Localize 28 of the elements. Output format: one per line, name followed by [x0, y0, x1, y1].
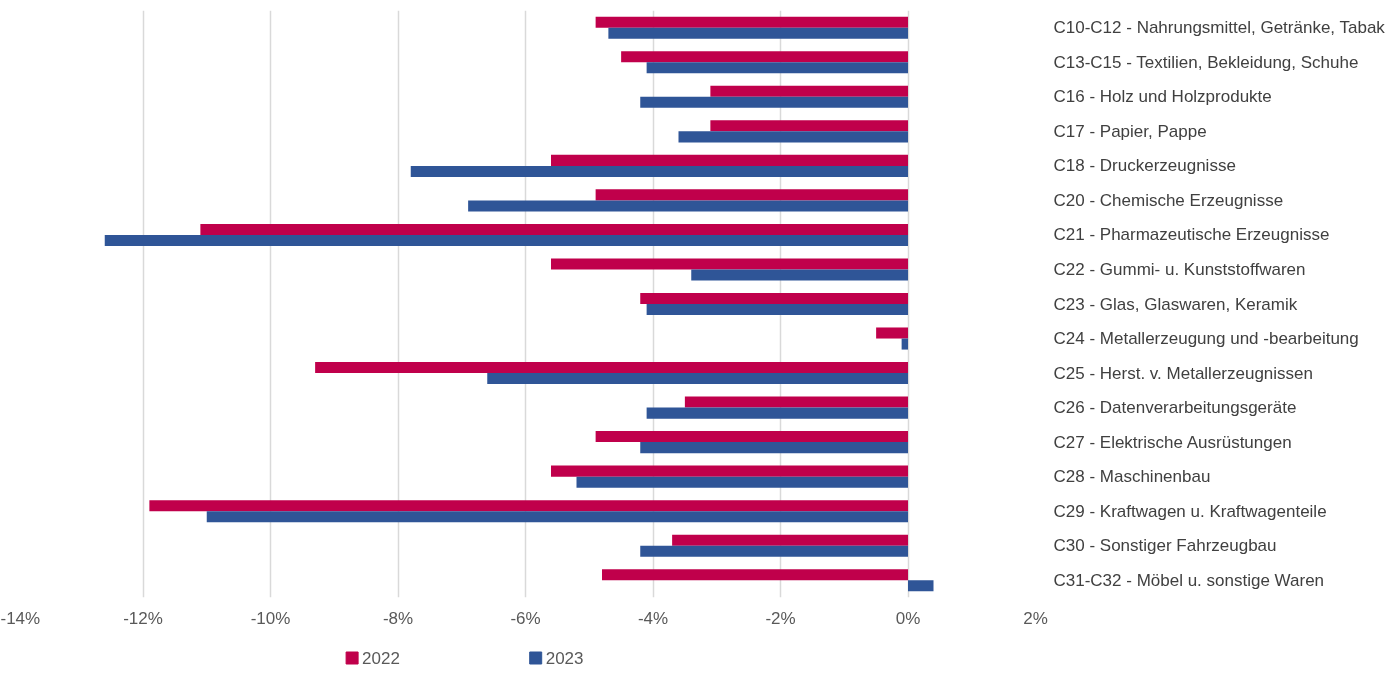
- x-tick-label: -4%: [637, 608, 669, 628]
- x-tick-label: -2%: [765, 608, 796, 628]
- x-tick-label: -12%: [123, 608, 163, 628]
- y-tick-label: C24 - Metallerzeugung und -bearbeitung: [1053, 329, 1359, 349]
- x-tick-label: -14%: [0, 608, 41, 628]
- y-tick-label: C13-C15 - Textilien, Bekleidung, Schuhe: [1053, 52, 1359, 72]
- x-tick-label: 0%: [895, 608, 921, 628]
- x-tick-label: -6%: [510, 608, 541, 628]
- y-tick-label: C21 - Pharmazeutische Erzeugnisse: [1053, 225, 1330, 245]
- y-tick-label: C30 - Sonstiger Fahrzeugbau: [1053, 536, 1277, 556]
- y-tick-label: C22 - Gummi- u. Kunststoffwaren: [1053, 259, 1306, 279]
- y-tick-label: C31-C32 - Möbel u. sonstige Waren: [1053, 570, 1325, 590]
- y-tick-label: C27 - Elektrische Ausrüstungen: [1053, 432, 1292, 452]
- x-tick-label: -10%: [250, 608, 291, 628]
- y-tick-label: C23 - Glas, Glaswaren, Keramik: [1053, 294, 1298, 314]
- x-tick-label: 2%: [1023, 608, 1048, 628]
- y-tick-label: C18 - Druckerzeugnisse: [1053, 156, 1236, 176]
- y-tick-label: C26 - Datenverarbeitungsgeräte: [1053, 398, 1297, 418]
- legend-label: 2022: [362, 649, 400, 668]
- y-tick-label: C17 - Papier, Pappe: [1053, 121, 1207, 141]
- y-tick-label: C28 - Maschinenbau: [1053, 467, 1211, 487]
- legend-label: 2023: [545, 649, 584, 668]
- y-tick-label: C20 - Chemische Erzeugnisse: [1053, 190, 1284, 210]
- y-tick-label: C16 - Holz und Holzprodukte: [1053, 87, 1272, 107]
- x-tick-label: -8%: [382, 608, 414, 628]
- y-tick-label: C25 - Herst. v. Metallerzeugnissen: [1053, 363, 1314, 383]
- y-tick-label: C10-C12 - Nahrungsmittel, Getränke, Tabak: [1053, 18, 1386, 38]
- y-tick-label: C29 - Kraftwagen u. Kraftwagenteile: [1053, 501, 1327, 521]
